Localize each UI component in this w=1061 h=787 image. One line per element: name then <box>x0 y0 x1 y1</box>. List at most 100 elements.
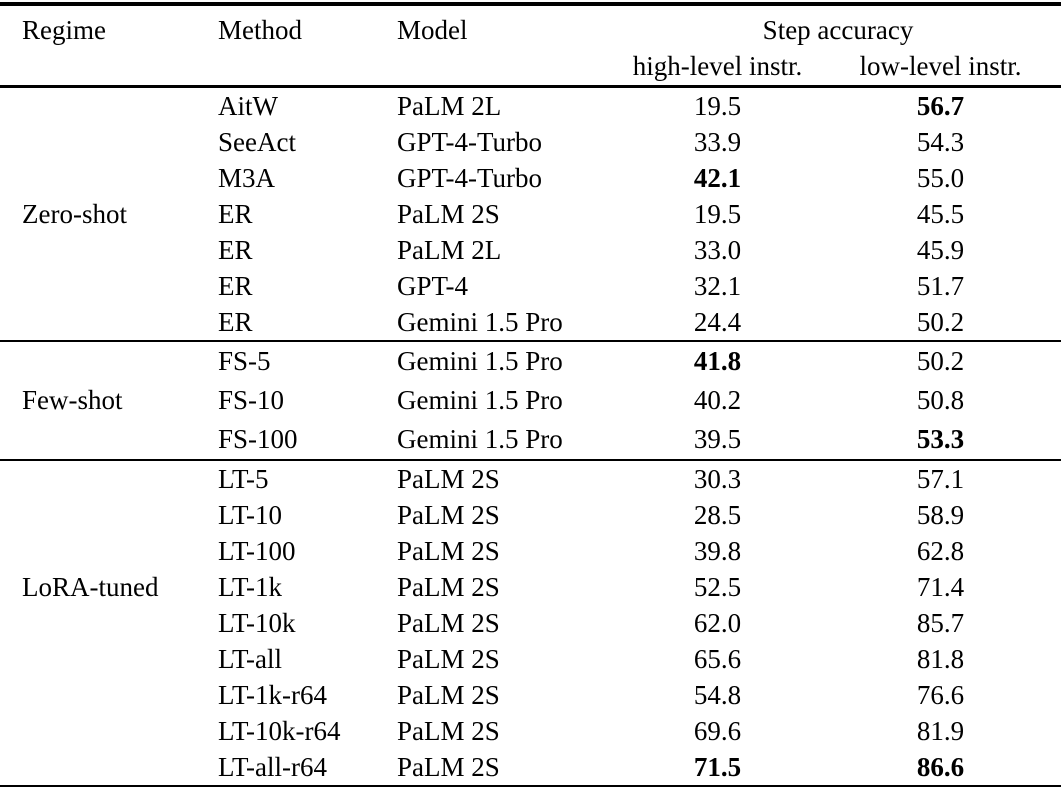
low-accuracy-cell: 62.8 <box>916 535 965 566</box>
header-row-main: Regime Method Model Step accuracy <box>0 4 1061 47</box>
regime-cell <box>0 341 218 381</box>
regime-cell <box>0 713 218 749</box>
header-method: Method <box>218 15 302 45</box>
header-low-level-instr: low-level instr. <box>820 47 1061 88</box>
high-accuracy-cell: 42.1 <box>693 162 742 193</box>
table-row: Zero-shot ER PaLM 2S 19.5 45.5 <box>0 196 1061 232</box>
high-accuracy-cell: 40.2 <box>693 385 742 415</box>
section-zero-shot: AitW PaLM 2L 19.5 56.7 SeeAct GPT-4-Turbo 33.9… <box>0 87 1061 342</box>
model-cell: PaLM 2S <box>397 715 500 746</box>
low-accuracy-cell: 50.2 <box>916 346 965 376</box>
regime-cell <box>0 460 218 497</box>
method-cell: LT-10k <box>218 607 296 638</box>
method-cell: FS-5 <box>218 346 271 376</box>
high-accuracy-cell: 33.9 <box>693 126 742 157</box>
regime-cell <box>0 749 218 787</box>
high-accuracy-cell: 71.5 <box>693 751 742 782</box>
table-row: ER GPT-4 32.1 51.7 <box>0 268 1061 304</box>
regime-cell: LoRA-tuned <box>22 571 159 602</box>
section-few-shot: FS-5 Gemini 1.5 Pro 41.8 50.2 Few-shot FS-10 G… <box>0 341 1061 460</box>
regime-cell: Few-shot <box>22 385 123 415</box>
method-cell: LT-100 <box>218 535 296 566</box>
table-row: ER Gemini 1.5 Pro 24.4 50.2 <box>0 304 1061 341</box>
high-accuracy-cell: 69.6 <box>693 715 742 746</box>
model-cell: Gemini 1.5 Pro <box>397 385 563 415</box>
table-row: FS-5 Gemini 1.5 Pro 41.8 50.2 <box>0 341 1061 381</box>
header-step-accuracy: Step accuracy <box>762 15 914 45</box>
low-accuracy-cell: 86.6 <box>916 751 965 782</box>
regime-cell <box>0 420 218 460</box>
model-cell: PaLM 2S <box>397 571 500 602</box>
method-cell: FS-10 <box>218 385 285 415</box>
header-model: Model <box>397 15 468 45</box>
regime-cell <box>0 677 218 713</box>
regime-cell <box>0 124 218 160</box>
method-cell: FS-100 <box>218 424 298 454</box>
table-row: LT-5 PaLM 2S 30.3 57.1 <box>0 460 1061 497</box>
table-row: AitW PaLM 2L 19.5 56.7 <box>0 87 1061 125</box>
table-row: FS-100 Gemini 1.5 Pro 39.5 53.3 <box>0 420 1061 460</box>
regime-cell <box>0 87 218 125</box>
model-cell: Gemini 1.5 Pro <box>397 306 563 337</box>
method-cell: ER <box>218 198 253 229</box>
method-cell: LT-10k-r64 <box>218 715 341 746</box>
high-accuracy-cell: 39.8 <box>693 535 742 566</box>
section-lora-tuned: LT-5 PaLM 2S 30.3 57.1 LT-10 PaLM 2S 28.5 58.9 L… <box>0 460 1061 787</box>
model-cell: PaLM 2S <box>397 679 500 710</box>
model-cell: PaLM 2L <box>397 234 502 265</box>
low-accuracy-cell: 51.7 <box>916 270 965 301</box>
method-cell: ER <box>218 234 253 265</box>
high-accuracy-cell: 32.1 <box>693 270 742 301</box>
regime-cell <box>0 160 218 196</box>
high-accuracy-cell: 52.5 <box>693 571 742 602</box>
low-accuracy-cell: 81.9 <box>916 715 965 746</box>
high-accuracy-cell: 24.4 <box>693 306 742 337</box>
high-accuracy-cell: 54.8 <box>693 679 742 710</box>
model-cell: PaLM 2S <box>397 499 500 530</box>
header-spacer-regime <box>0 47 218 88</box>
method-cell: LT-1k-r64 <box>218 679 328 710</box>
header-spacer-method <box>218 47 397 88</box>
high-accuracy-cell: 30.3 <box>693 463 742 494</box>
method-cell: ER <box>218 270 253 301</box>
regime-cell <box>0 268 218 304</box>
high-accuracy-cell: 19.5 <box>693 198 742 229</box>
method-cell: LT-1k <box>218 571 283 602</box>
low-accuracy-cell: 76.6 <box>916 679 965 710</box>
low-accuracy-cell: 81.8 <box>916 643 965 674</box>
table-row: LT-all-r64 PaLM 2S 71.5 86.6 <box>0 749 1061 787</box>
low-accuracy-cell: 54.3 <box>916 126 965 157</box>
high-accuracy-cell: 28.5 <box>693 499 742 530</box>
header-spacer-model <box>397 47 615 88</box>
model-cell: PaLM 2S <box>397 535 500 566</box>
table-row: Few-shot FS-10 Gemini 1.5 Pro 40.2 50.8 <box>0 381 1061 420</box>
low-accuracy-cell: 56.7 <box>916 90 965 121</box>
table-row: SeeAct GPT-4-Turbo 33.9 54.3 <box>0 124 1061 160</box>
model-cell: PaLM 2L <box>397 90 502 121</box>
model-cell: GPT-4-Turbo <box>397 162 543 193</box>
low-accuracy-cell: 57.1 <box>916 463 965 494</box>
regime-cell <box>0 533 218 569</box>
high-accuracy-cell: 41.8 <box>693 346 742 376</box>
regime-cell <box>0 641 218 677</box>
method-cell: LT-10 <box>218 499 283 530</box>
table-row: LT-100 PaLM 2S 39.8 62.8 <box>0 533 1061 569</box>
model-cell: Gemini 1.5 Pro <box>397 346 563 376</box>
table-row: LT-10k-r64 PaLM 2S 69.6 81.9 <box>0 713 1061 749</box>
table-header: Regime Method Model Step accuracy high-l… <box>0 4 1061 88</box>
low-accuracy-cell: 53.3 <box>916 424 965 454</box>
regime-cell <box>0 304 218 341</box>
low-accuracy-cell: 50.2 <box>916 306 965 337</box>
low-accuracy-cell: 45.9 <box>916 234 965 265</box>
model-cell: PaLM 2S <box>397 198 500 229</box>
table-row: LT-1k-r64 PaLM 2S 54.8 76.6 <box>0 677 1061 713</box>
method-cell: LT-all <box>218 643 283 674</box>
high-accuracy-cell: 19.5 <box>693 90 742 121</box>
table-row: ER PaLM 2L 33.0 45.9 <box>0 232 1061 268</box>
header-row-sub: high-level instr. low-level instr. <box>0 47 1061 88</box>
high-accuracy-cell: 62.0 <box>693 607 742 638</box>
method-cell: ER <box>218 306 253 337</box>
method-cell: M3A <box>218 162 276 193</box>
